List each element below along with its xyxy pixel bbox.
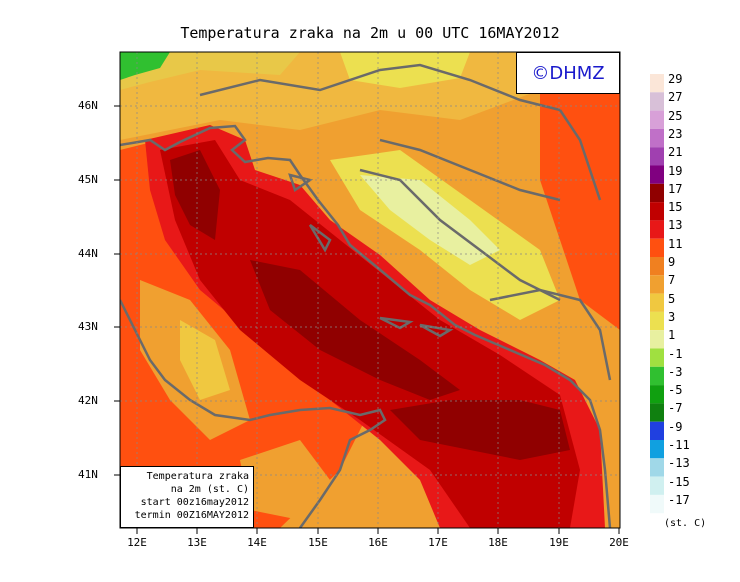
map-frame — [119, 51, 621, 529]
colorbar-swatch — [650, 494, 664, 514]
colorbar-swatch — [650, 293, 664, 312]
colorbar — [650, 74, 664, 514]
lon-tick: 12E — [127, 536, 147, 549]
colorbar-swatch — [650, 147, 664, 166]
colorbar-swatch — [650, 440, 664, 459]
colorbar-label: 7 — [668, 273, 676, 288]
info-line: termin 00Z16MAY2012 — [134, 510, 249, 521]
lat-tick: 41N — [78, 468, 98, 481]
colorbar-label: 19 — [668, 163, 683, 178]
colorbar-label: -15 — [668, 474, 690, 489]
colorbar-label: -17 — [668, 492, 690, 507]
alps-cold-patch — [120, 52, 170, 80]
map-field — [120, 52, 620, 528]
colorbar-swatch — [650, 202, 664, 221]
colorbar-swatch — [650, 128, 664, 148]
lat-tick: 42N — [78, 394, 98, 407]
map-title: Temperatura zraka na 2m u 00 UTC 16MAY20… — [180, 24, 560, 42]
colorbar-label: -7 — [668, 401, 683, 416]
lat-tick: 43N — [78, 320, 98, 333]
colorbar-label: 9 — [668, 255, 676, 269]
colorbar-label: 29 — [668, 72, 683, 86]
colorbar-label: 17 — [668, 181, 683, 196]
dhmz-logo: ©DHMZ — [516, 52, 620, 94]
info-line: Temperatura zraka — [146, 471, 249, 482]
colorbar-label: 1 — [668, 328, 676, 343]
colorbar-swatch — [650, 92, 664, 111]
east-warm — [540, 60, 620, 330]
colorbar-label: -1 — [668, 346, 683, 361]
colorbar-swatch — [650, 366, 664, 386]
north-adriatic-core — [170, 150, 220, 240]
lon-tick: 20E — [609, 536, 629, 549]
colorbar-label: -5 — [668, 383, 683, 398]
lon-tick: 13E — [187, 536, 207, 549]
dinaric-cold — [360, 175, 500, 265]
colorbar-label: 23 — [668, 126, 683, 141]
graticule — [120, 52, 620, 528]
colorbar-swatch — [650, 385, 664, 404]
colorbar-swatch — [650, 348, 664, 367]
colorbar-swatch — [650, 330, 664, 349]
colorbar-swatch — [650, 74, 664, 93]
colorbar-label: 11 — [668, 236, 683, 251]
lon-tick: 16E — [368, 536, 388, 549]
colorbar-label: 5 — [668, 291, 676, 306]
colorbar-label: -11 — [668, 438, 690, 452]
colorbar-swatch — [650, 220, 664, 239]
tick-marks — [114, 105, 620, 534]
info-line: na 2m (st. C) — [170, 484, 249, 495]
colorbar-label: -13 — [668, 456, 690, 471]
colorbar-swatch — [650, 476, 664, 495]
lon-tick: 19E — [549, 536, 569, 549]
lon-tick: 15E — [308, 536, 328, 549]
colorbar-label: 25 — [668, 108, 683, 123]
colorbar-label: 3 — [668, 309, 676, 324]
colorbar-label: 27 — [668, 90, 683, 105]
colorbar-label: 13 — [668, 218, 683, 233]
south-adriatic-core — [390, 400, 570, 460]
colorbar-swatch — [650, 458, 664, 477]
colorbar-swatch — [650, 165, 664, 184]
lat-tick: 44N — [78, 247, 98, 260]
lon-tick: 18E — [488, 536, 508, 549]
colorbar-swatch — [650, 183, 664, 203]
colorbar-swatch — [650, 238, 664, 257]
info-box: Temperatura zraka na 2m (st. C) start 00… — [120, 466, 254, 528]
colorbar-label: -3 — [668, 364, 683, 379]
colorbar-label: 15 — [668, 200, 683, 215]
colorbar-swatch — [650, 110, 664, 129]
colorbar-units: (st. C) — [664, 518, 707, 529]
colorbar-swatch — [650, 257, 664, 276]
colorbar-swatch — [650, 403, 664, 422]
colorbar-label: 21 — [668, 145, 683, 160]
north-band — [120, 52, 620, 140]
colorbar-label: -9 — [668, 419, 683, 434]
colorbar-swatch — [650, 275, 664, 294]
lon-tick: 14E — [247, 536, 267, 549]
lat-tick: 45N — [78, 173, 98, 186]
lon-tick: 17E — [428, 536, 448, 549]
central-adriatic-core — [250, 260, 460, 400]
info-line: start 00z16may2012 — [140, 497, 249, 508]
colorbar-swatch — [650, 421, 664, 440]
colorbar-swatch — [650, 311, 664, 331]
coastlines — [120, 63, 612, 528]
lat-tick: 46N — [78, 99, 98, 112]
